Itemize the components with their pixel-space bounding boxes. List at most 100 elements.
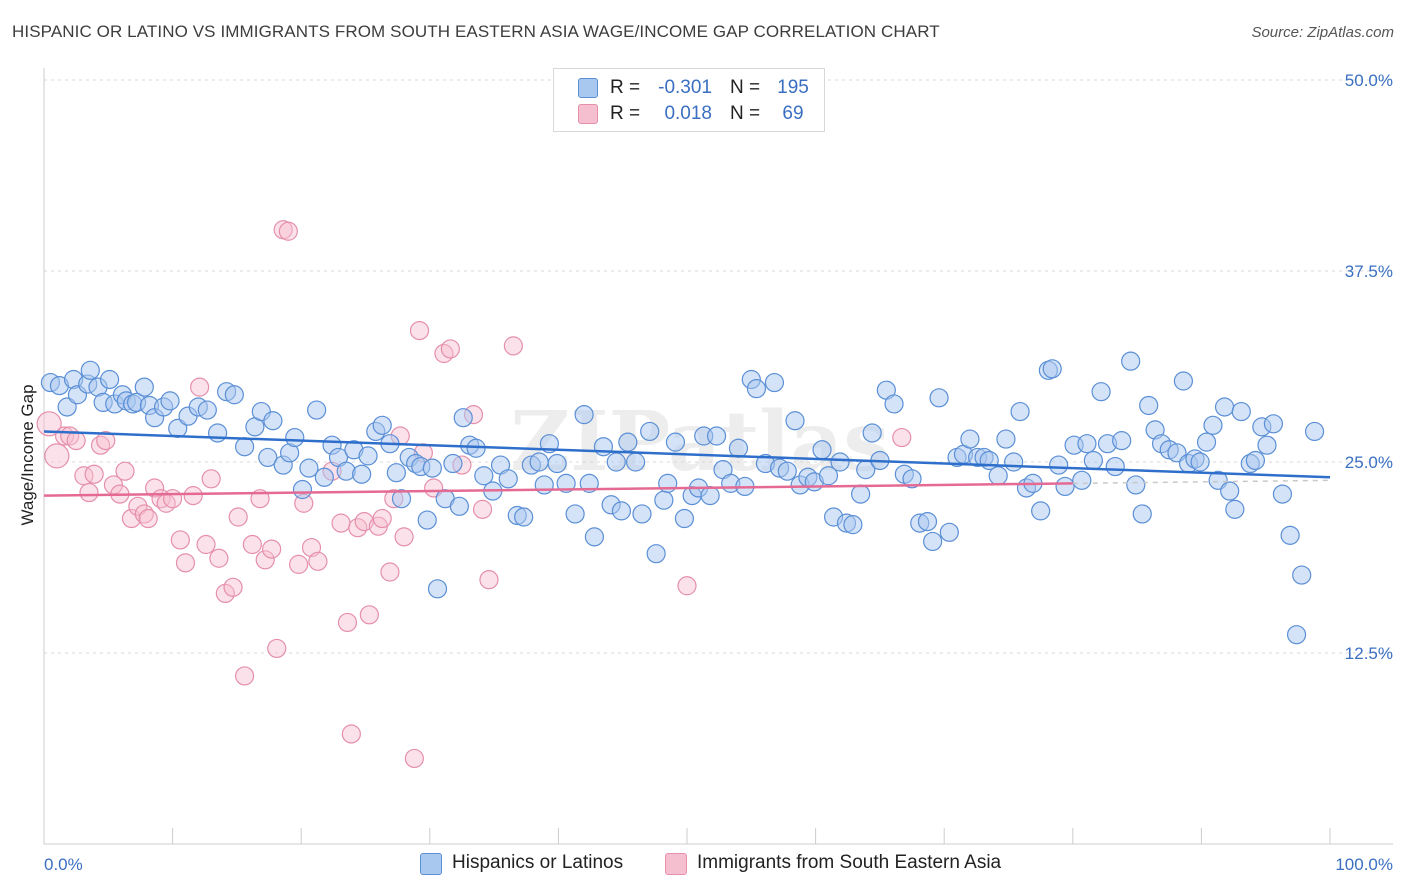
- point-hispanics: [1049, 455, 1069, 475]
- point-immigrants: [479, 570, 499, 590]
- point-hispanics: [728, 438, 749, 458]
- point-immigrants: [409, 320, 430, 341]
- point-hispanics: [851, 484, 871, 504]
- point-immigrants: [66, 431, 86, 451]
- point-hispanics: [565, 504, 585, 524]
- point-hispanics: [618, 432, 638, 452]
- series-immigrants-points: [36, 220, 912, 769]
- point-immigrants: [331, 513, 351, 533]
- point-hispanics: [996, 429, 1016, 449]
- point-hispanics: [923, 531, 943, 552]
- point-immigrants: [190, 377, 210, 397]
- legend-swatch-pink: [578, 104, 598, 124]
- point-hispanics: [514, 507, 534, 527]
- point-hispanics: [593, 437, 614, 457]
- point-hispanics: [529, 452, 549, 472]
- point-hispanics: [1225, 499, 1245, 519]
- point-hispanics: [785, 411, 805, 431]
- point-immigrants: [223, 577, 243, 597]
- point-hispanics: [307, 400, 327, 420]
- point-hispanics: [1132, 504, 1152, 524]
- point-hispanics: [99, 369, 120, 390]
- point-immigrants: [228, 507, 248, 527]
- point-hispanics: [640, 421, 660, 442]
- point-immigrants: [262, 539, 282, 559]
- point-hispanics: [862, 423, 882, 443]
- point-immigrants: [144, 478, 165, 498]
- point-immigrants: [196, 534, 216, 555]
- point-hispanics: [746, 379, 767, 399]
- point-hispanics: [292, 479, 313, 500]
- point-hispanics: [1077, 434, 1097, 454]
- y-axis-title: Wage/Income Gap: [18, 384, 37, 525]
- chart-title: HISPANIC OR LATINO VS IMMIGRANTS FROM SO…: [12, 22, 940, 41]
- point-hispanics: [1196, 432, 1217, 452]
- point-immigrants: [308, 551, 328, 571]
- point-hispanics: [1091, 382, 1111, 402]
- point-hispanics: [606, 452, 626, 472]
- trend-line-immigrants: [43, 482, 1073, 497]
- trend-lines: [43, 430, 1331, 497]
- legend-n-label: N =: [730, 103, 761, 124]
- point-hispanics: [1280, 525, 1300, 545]
- point-immigrants: [892, 427, 912, 448]
- point-immigrants: [440, 339, 460, 359]
- point-immigrants: [209, 548, 229, 568]
- point-hispanics: [700, 486, 720, 506]
- point-immigrants: [380, 562, 400, 582]
- point-hispanics: [285, 427, 305, 448]
- legend-r-label: R =: [610, 77, 641, 98]
- point-hispanics: [372, 415, 392, 435]
- point-hispanics: [358, 446, 378, 466]
- legend-n-value: 69: [782, 103, 804, 124]
- point-immigrants: [278, 221, 298, 241]
- point-hispanics: [777, 461, 797, 481]
- point-hispanics: [706, 426, 727, 446]
- point-hispanics: [1214, 397, 1235, 417]
- legend-swatch-blue: [578, 78, 598, 98]
- gridlines: [44, 79, 1393, 654]
- point-immigrants: [341, 724, 361, 744]
- legend-r-value: 0.018: [664, 103, 712, 124]
- point-immigrants: [128, 496, 148, 516]
- y-tick-labels: 12.5% 25.0% 37.5% 50.0%: [1345, 71, 1393, 663]
- point-immigrants: [183, 486, 203, 506]
- point-immigrants: [359, 605, 379, 625]
- point-hispanics: [336, 461, 356, 481]
- legend-r-value: -0.301: [658, 77, 712, 98]
- point-hispanics: [391, 489, 412, 509]
- x-tick-labels: 0.0% 100.0%: [44, 855, 1393, 874]
- point-immigrants: [372, 508, 392, 529]
- legend-n-value: 195: [777, 77, 809, 98]
- point-immigrants: [472, 499, 493, 519]
- point-immigrants: [121, 508, 142, 529]
- y-tick-label: 37.5%: [1345, 262, 1393, 281]
- point-hispanics: [632, 504, 652, 524]
- point-immigrants: [235, 666, 255, 686]
- bottom-legend-label: Immigrants from South Eastern Asia: [697, 852, 1002, 873]
- point-immigrants: [337, 612, 358, 633]
- point-hispanics: [57, 397, 77, 417]
- bottom-legend-label: Hispanics or Latinos: [452, 852, 624, 873]
- point-hispanics: [611, 501, 632, 521]
- point-immigrants: [175, 553, 196, 573]
- point-hispanics: [449, 496, 469, 516]
- point-hispanics: [386, 463, 406, 483]
- point-immigrants: [96, 431, 116, 451]
- point-hispanics: [556, 473, 576, 493]
- point-hispanics: [665, 432, 686, 452]
- point-hispanics: [547, 453, 567, 474]
- point-hispanics: [1203, 415, 1223, 435]
- legend-n-label: N =: [730, 77, 761, 98]
- point-hispanics: [1042, 359, 1062, 379]
- point-hispanics: [1304, 421, 1325, 442]
- point-hispanics: [902, 469, 922, 489]
- series-hispanics-points: [40, 351, 1325, 645]
- point-hispanics: [1010, 401, 1030, 422]
- point-immigrants: [84, 464, 104, 484]
- point-immigrants: [201, 469, 221, 489]
- point-immigrants: [255, 550, 275, 570]
- point-hispanics: [1272, 484, 1293, 504]
- trend-line-hispanics: [43, 430, 1331, 479]
- point-immigrants: [79, 482, 99, 503]
